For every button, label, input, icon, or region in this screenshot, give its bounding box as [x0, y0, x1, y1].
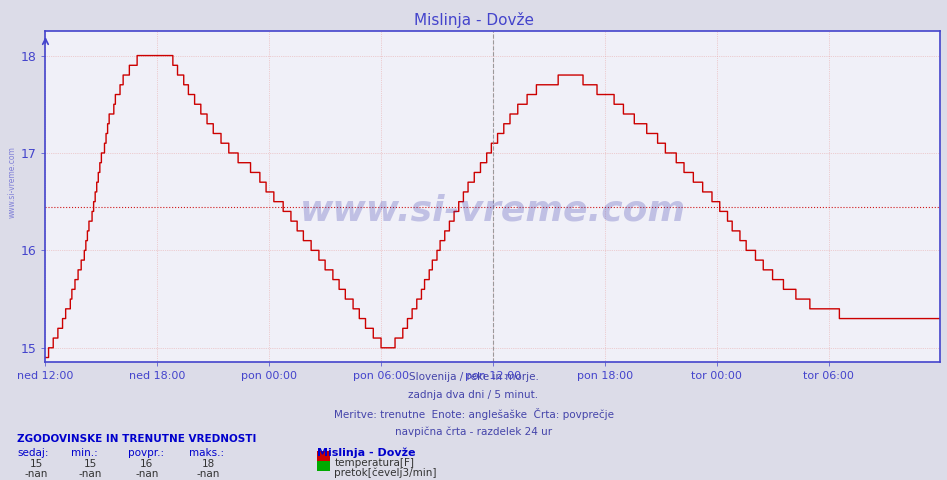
- Text: Meritve: trenutne  Enote: anglešaške  Črta: povprečje: Meritve: trenutne Enote: anglešaške Črta…: [333, 408, 614, 420]
- Text: min.:: min.:: [71, 448, 98, 458]
- Text: Mislinja - Dovže: Mislinja - Dovže: [317, 448, 416, 458]
- Text: -nan: -nan: [135, 469, 158, 479]
- Text: 15: 15: [29, 459, 43, 469]
- Text: -nan: -nan: [25, 469, 47, 479]
- Text: Slovenija / reke in morje.: Slovenija / reke in morje.: [408, 372, 539, 382]
- Text: zadnja dva dni / 5 minut.: zadnja dva dni / 5 minut.: [408, 390, 539, 400]
- Text: Mislinja - Dovže: Mislinja - Dovže: [414, 12, 533, 28]
- Text: 15: 15: [83, 459, 97, 469]
- Text: maks.:: maks.:: [189, 448, 224, 458]
- Text: pretok[čevelj3/min]: pretok[čevelj3/min]: [334, 468, 437, 479]
- Text: 16: 16: [140, 459, 153, 469]
- Text: ZGODOVINSKE IN TRENUTNE VREDNOSTI: ZGODOVINSKE IN TRENUTNE VREDNOSTI: [17, 434, 257, 444]
- Text: temperatura[F]: temperatura[F]: [334, 458, 414, 468]
- Text: povpr.:: povpr.:: [128, 448, 164, 458]
- Text: www.si-vreme.com: www.si-vreme.com: [300, 193, 686, 227]
- Text: 18: 18: [202, 459, 215, 469]
- Text: -nan: -nan: [197, 469, 220, 479]
- Text: sedaj:: sedaj:: [17, 448, 48, 458]
- Text: www.si-vreme.com: www.si-vreme.com: [8, 146, 17, 218]
- Text: -nan: -nan: [79, 469, 101, 479]
- Text: navpična črta - razdelek 24 ur: navpična črta - razdelek 24 ur: [395, 427, 552, 437]
